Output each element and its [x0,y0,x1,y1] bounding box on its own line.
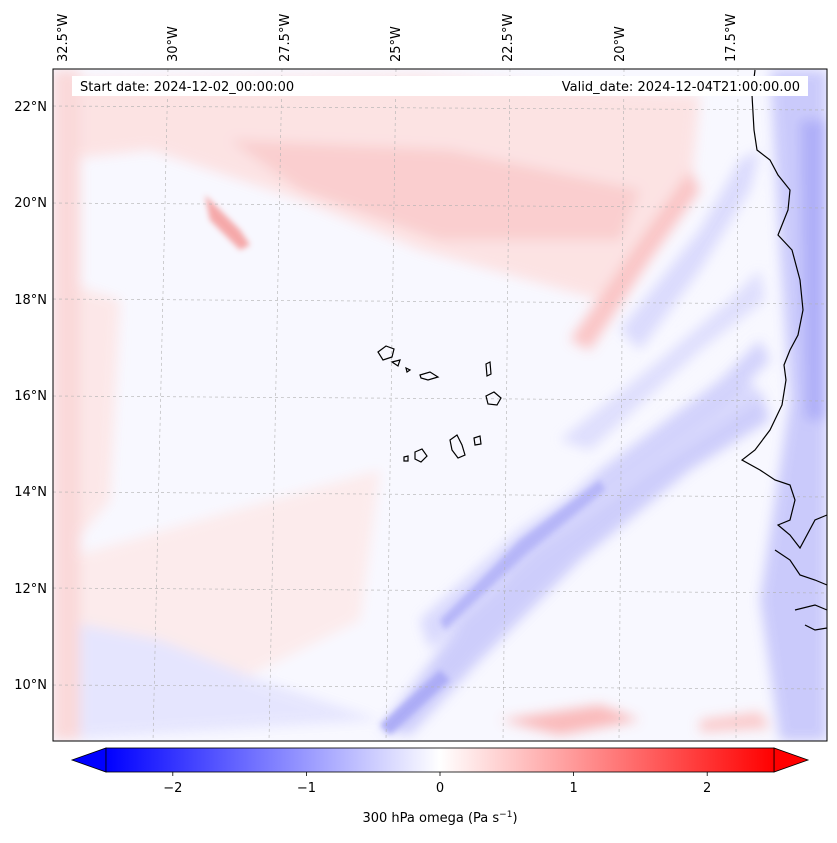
colorbar-tick-label: 2 [703,781,711,796]
lat-label: 12°N [14,582,47,597]
lon-label: 20°W [613,26,628,62]
sao-nicolau-island [419,371,440,381]
africa-coastline [740,69,828,631]
cape-verde-islands [377,345,502,463]
colorbar-tick-label: 1 [569,781,577,796]
lat-label: 20°N [14,196,47,211]
colorbar-tick-label: −2 [163,781,182,796]
colorbar-tick-label: −1 [297,781,316,796]
brava-island [403,455,409,462]
lat-label: 16°N [14,389,47,404]
lon-label: 22.5°W [501,14,516,62]
sal-island [485,361,492,377]
santa-luzia-island [405,366,412,373]
lat-label: 18°N [14,293,47,308]
sao-vicente-island [390,359,401,367]
omega-field [53,69,827,741]
gridlines [53,69,827,741]
colorbar-tick-label: 0 [436,781,444,796]
lon-label: 25°W [389,26,404,62]
colorbar-ticks: −2 −1 0 1 2 [163,772,711,796]
lon-label: 27.5°W [278,14,293,62]
maio-island [473,435,482,446]
colorbar-ramp [105,747,775,773]
colorbar-label: 300 hPa omega (Pa s−1) [362,810,517,826]
santiago-island [449,434,466,459]
colorbar-min-extend [70,747,107,773]
valid-date-label: Valid_date: 2024-12-04T21:00:00.00 [562,80,800,95]
lon-label: 17.5°W [724,14,739,62]
lat-label: 14°N [14,485,47,500]
lat-label: 10°N [14,678,47,693]
lat-label: 22°N [14,100,47,115]
map-frame [52,68,828,742]
colorbar: −2 −1 0 1 2 300 hPa omega (Pa s−1) [70,747,810,826]
lon-label: 30°W [166,26,181,62]
lon-label: 32.5°W [56,14,71,62]
boa-vista-island [485,391,502,406]
colorbar-max-extend [773,747,810,773]
start-date-label: Start date: 2024-12-02_00:00:00 [80,80,294,95]
header-box [72,76,808,96]
latitude-labels: 22°N 20°N 18°N 16°N 14°N 12°N 10°N [14,100,47,693]
longitude-labels: 32.5°W 30°W 27.5°W 25°W 22.5°W 20°W 17.5… [56,14,739,62]
fogo-island [414,448,428,463]
santo-antao-island [377,345,395,361]
